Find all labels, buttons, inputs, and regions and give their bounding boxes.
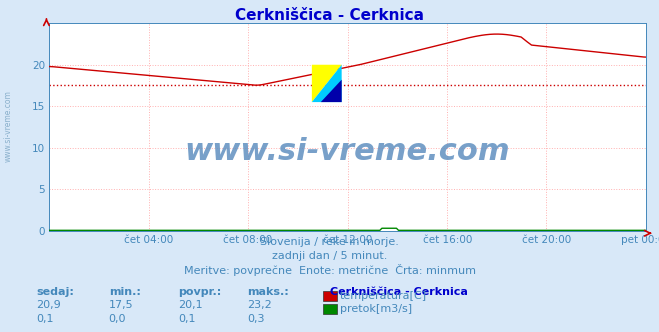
Text: Meritve: povprečne  Enote: metrične  Črta: minmum: Meritve: povprečne Enote: metrične Črta:… (183, 264, 476, 276)
Text: Cerkniščica - Cerknica: Cerkniščica - Cerknica (235, 8, 424, 23)
Text: 23,2: 23,2 (247, 300, 272, 310)
Text: 17,5: 17,5 (109, 300, 133, 310)
Text: maks.:: maks.: (247, 287, 289, 297)
Text: sedaj:: sedaj: (36, 287, 74, 297)
Text: Slovenija / reke in morje.: Slovenija / reke in morje. (260, 237, 399, 247)
Text: min.:: min.: (109, 287, 140, 297)
Text: pretok[m3/s]: pretok[m3/s] (340, 304, 412, 314)
Text: temperatura[C]: temperatura[C] (340, 291, 427, 301)
Text: 0,1: 0,1 (36, 314, 54, 324)
Text: 0,1: 0,1 (178, 314, 196, 324)
Text: Cerkniščica - Cerknica: Cerkniščica - Cerknica (330, 287, 467, 297)
Text: povpr.:: povpr.: (178, 287, 221, 297)
Text: www.si-vreme.com: www.si-vreme.com (185, 137, 511, 166)
Text: 20,1: 20,1 (178, 300, 202, 310)
Text: zadnji dan / 5 minut.: zadnji dan / 5 minut. (272, 251, 387, 261)
Text: 0,3: 0,3 (247, 314, 265, 324)
Text: 20,9: 20,9 (36, 300, 61, 310)
Text: www.si-vreme.com: www.si-vreme.com (3, 90, 13, 162)
Text: 0,0: 0,0 (109, 314, 127, 324)
